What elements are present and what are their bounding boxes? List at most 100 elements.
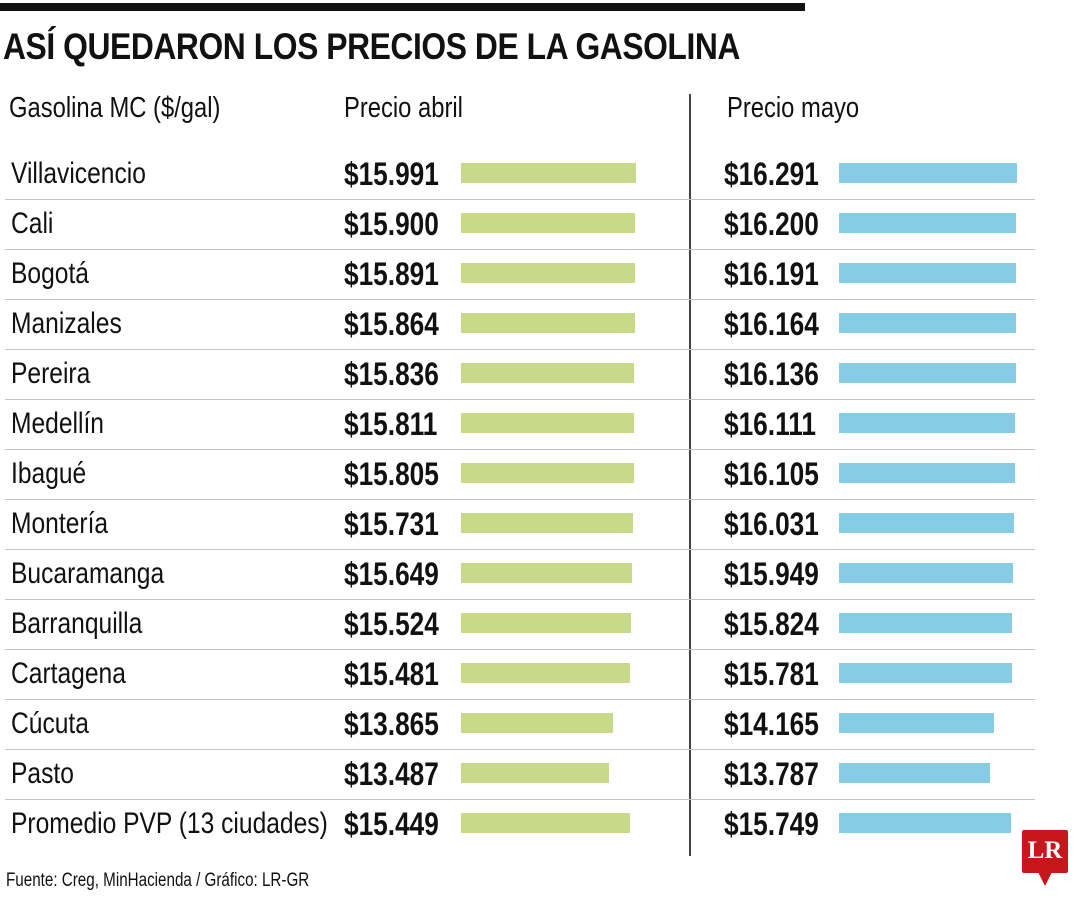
city-label: Cartagena (11, 657, 126, 690)
bar-abril (461, 213, 635, 233)
price-abril-label: $15.731 (344, 506, 439, 542)
bar-mayo (839, 363, 1016, 383)
bar-abril (461, 763, 609, 783)
price-abril-label: $13.865 (344, 706, 439, 742)
bar-mayo (839, 163, 1018, 183)
table-row: Ibagué $15.805 $16.105 (0, 450, 1080, 500)
row-divider (5, 399, 1035, 400)
city-label: Ibagué (11, 457, 87, 490)
price-mayo-label: $16.164 (724, 306, 819, 342)
price-mayo-label: $15.949 (724, 556, 819, 592)
price-mayo-label: $16.291 (724, 156, 819, 192)
bar-mayo (839, 663, 1012, 683)
bar-abril (461, 613, 631, 633)
bar-mayo (839, 413, 1016, 433)
price-mayo-label: $13.787 (724, 756, 819, 792)
bar-mayo (839, 513, 1015, 533)
price-mayo-label: $16.105 (724, 456, 819, 492)
bar-abril (461, 313, 635, 333)
city-label: Medellín (11, 407, 104, 440)
price-mayo-label: $16.111 (724, 406, 816, 442)
bar-abril (461, 663, 631, 683)
bar-abril (461, 713, 613, 733)
city-label: Montería (11, 507, 109, 540)
city-label: Villavicencio (11, 157, 146, 190)
table-row: Pasto $13.487 $13.787 (0, 750, 1080, 800)
row-divider (5, 799, 1035, 800)
price-abril-label: $15.900 (344, 206, 439, 242)
row-divider (5, 499, 1035, 500)
table-row: Cúcuta $13.865 $14.165 (0, 700, 1080, 750)
bar-mayo (839, 563, 1014, 583)
price-abril-label: $15.836 (344, 356, 439, 392)
lr-logo-tail (1038, 872, 1052, 886)
table-row: Bogotá $15.891 $16.191 (0, 250, 1080, 300)
city-label: Bucaramanga (11, 557, 165, 590)
row-divider (5, 699, 1035, 700)
price-abril-label: $15.891 (344, 256, 439, 292)
table-row: Villavicencio $15.991 $16.291 (0, 150, 1080, 200)
table-row: Pereira $15.836 $16.136 (0, 350, 1080, 400)
price-abril-label: $15.991 (344, 156, 439, 192)
column-header-city: Gasolina MC ($/gal) (9, 92, 221, 124)
row-divider (5, 549, 1035, 550)
row-divider (5, 749, 1035, 750)
lr-logo-text: LR (1027, 837, 1063, 864)
city-label: Manizales (11, 307, 122, 340)
table-row: Bucaramanga $15.649 $15.949 (0, 550, 1080, 600)
bar-mayo (839, 213, 1017, 233)
price-abril-label: $15.864 (344, 306, 439, 342)
row-divider (5, 349, 1035, 350)
price-abril-label: $15.811 (344, 406, 438, 442)
column-divider (689, 94, 691, 856)
table-row: Medellín $15.811 $16.111 (0, 400, 1080, 450)
price-abril-label: $15.449 (344, 806, 439, 842)
bar-mayo (839, 713, 994, 733)
bar-mayo (839, 763, 990, 783)
city-label: Bogotá (11, 257, 89, 290)
lr-logo: LR (1022, 830, 1068, 873)
bar-abril (461, 163, 636, 183)
bar-mayo (839, 813, 1012, 833)
bar-mayo (839, 613, 1013, 633)
bar-abril (461, 263, 635, 283)
table-row: Barranquilla $15.524 $15.824 (0, 600, 1080, 650)
bar-abril (461, 513, 634, 533)
bar-abril (461, 363, 635, 383)
column-header-abril: Precio abril (344, 92, 463, 124)
bar-mayo (839, 313, 1016, 333)
table-row: Montería $15.731 $16.031 (0, 500, 1080, 550)
price-mayo-label: $16.200 (724, 206, 819, 242)
price-mayo-label: $14.165 (724, 706, 819, 742)
price-mayo-label: $15.781 (724, 656, 819, 692)
row-divider (5, 199, 1035, 200)
city-label: Barranquilla (11, 607, 143, 640)
city-label: Pasto (11, 757, 74, 790)
table-row: Cali $15.900 $16.200 (0, 200, 1080, 250)
row-divider (5, 599, 1035, 600)
city-label: Promedio PVP (13 ciudades) (11, 807, 328, 840)
price-abril-label: $13.487 (344, 756, 439, 792)
row-divider (5, 249, 1035, 250)
price-abril-label: $15.649 (344, 556, 439, 592)
row-divider (5, 449, 1035, 450)
price-mayo-label: $15.824 (724, 606, 819, 642)
bar-mayo (839, 263, 1017, 283)
top-rule (0, 3, 805, 11)
price-abril-label: $15.524 (344, 606, 439, 642)
price-mayo-label: $16.191 (724, 256, 819, 292)
city-label: Cali (11, 207, 54, 240)
row-divider (5, 299, 1035, 300)
column-header-mayo: Precio mayo (727, 92, 860, 124)
table-row: Cartagena $15.481 $15.781 (0, 650, 1080, 700)
row-divider (5, 649, 1035, 650)
bar-mayo (839, 463, 1016, 483)
price-mayo-label: $16.031 (724, 506, 819, 542)
price-abril-label: $15.481 (344, 656, 439, 692)
price-abril-label: $15.805 (344, 456, 439, 492)
city-label: Pereira (11, 357, 91, 390)
bar-abril (461, 463, 634, 483)
city-label: Cúcuta (11, 707, 89, 740)
bar-abril (461, 413, 634, 433)
table-row: Manizales $15.864 $16.164 (0, 300, 1080, 350)
